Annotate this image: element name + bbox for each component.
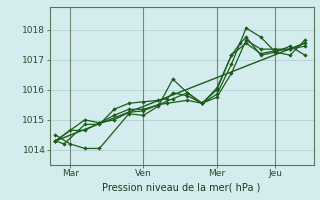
X-axis label: Pression niveau de la mer( hPa ): Pression niveau de la mer( hPa ) (102, 182, 261, 192)
